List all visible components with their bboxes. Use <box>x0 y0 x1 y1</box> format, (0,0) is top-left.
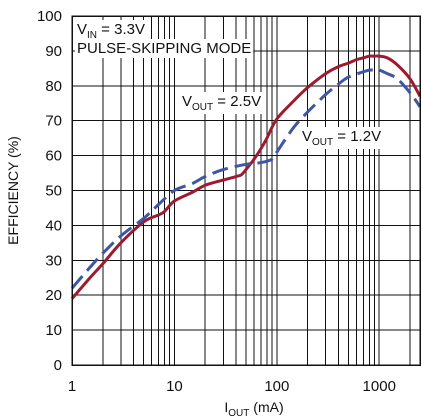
x-tick-label: 100 <box>264 378 289 395</box>
y-tick-label: 50 <box>45 183 62 200</box>
annotation-vin-suffix: = 3.3V <box>97 21 145 38</box>
y-tick-label: 10 <box>45 322 62 339</box>
y-tick-label: 80 <box>45 78 62 95</box>
annotation-background <box>300 127 384 149</box>
annotation-vout-2-5v-suffix: = 2.5V <box>213 93 261 110</box>
annotation-mode: PULSE-SKIPPING MODE <box>77 40 251 57</box>
annotation-background <box>180 92 264 114</box>
x-axis-label-main: I <box>224 399 228 415</box>
x-axis-label-sub: OUT <box>228 408 249 419</box>
y-axis-label: EFFICIENCY (%) <box>5 136 21 245</box>
x-tick-label: 1 <box>68 378 76 395</box>
annotation-vout-2-5v: VOUT = 2.5V <box>182 93 261 113</box>
annotation-background <box>75 20 147 42</box>
x-tick-label: 1000 <box>363 378 396 395</box>
annotation-vin-main: V <box>77 21 87 38</box>
series-line-vout-1-2v <box>70 68 422 290</box>
y-tick-label: 100 <box>37 8 62 25</box>
y-tick-label: 0 <box>54 357 62 374</box>
series-layer <box>70 54 422 300</box>
grid <box>72 16 420 365</box>
annotation-vout-1-2v-main: V <box>302 128 312 145</box>
annotation-vout-1-2v-suffix: = 1.2V <box>333 128 381 145</box>
plot-frame <box>71 15 421 366</box>
x-axis-label: IOUT (mA) <box>224 399 283 419</box>
x-axis-label-suffix: (mA) <box>249 399 283 415</box>
annotation-vout-1-2v-sub: OUT <box>312 137 333 148</box>
annotation-vout-1-2v: VOUT = 1.2V <box>302 128 381 148</box>
y-tick-label: 30 <box>45 252 62 269</box>
y-tick-label: 40 <box>45 217 62 234</box>
annotation-vout-2-5v-main: V <box>182 93 192 110</box>
y-tick-label: 20 <box>45 287 62 304</box>
y-tick-label: 90 <box>45 43 62 60</box>
annotation-vin-sub: IN <box>87 30 97 41</box>
y-tick-label: 70 <box>45 113 62 130</box>
y-tick-label: 60 <box>45 148 62 165</box>
annotation-vout-2-5v-sub: OUT <box>192 102 213 113</box>
x-tick-label: 10 <box>166 378 183 395</box>
annotation-background <box>75 39 254 58</box>
annotation-vin: VIN = 3.3V <box>77 21 145 41</box>
series-line-vout-2-5v <box>70 54 422 300</box>
